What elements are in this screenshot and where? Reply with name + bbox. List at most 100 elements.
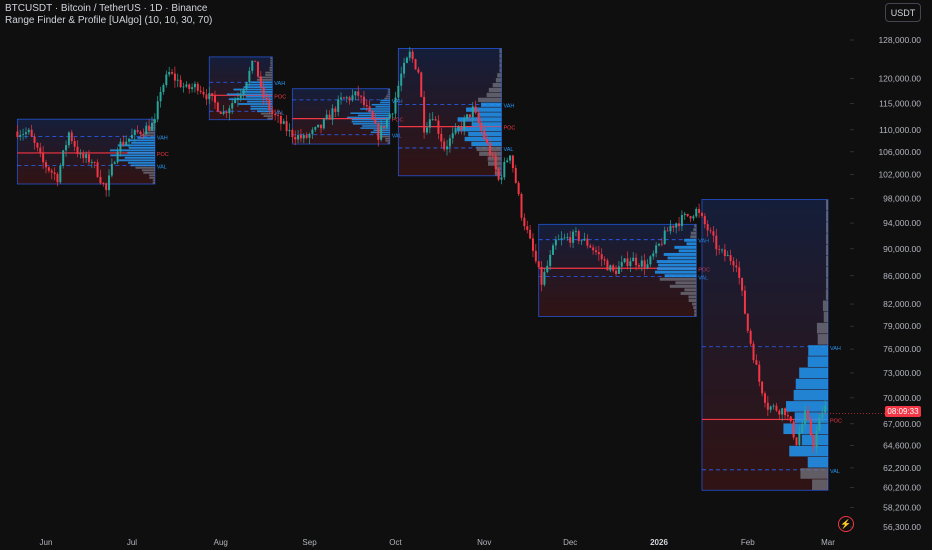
indicator-legend[interactable]: Range Finder & Profile [UAlgo] (10, 10, … <box>5 15 213 26</box>
candle-body <box>365 105 368 107</box>
candle <box>136 125 139 134</box>
candle <box>632 252 635 262</box>
candle <box>185 81 188 88</box>
profile-bin <box>270 59 273 62</box>
y-tick-label: 62,200.00 <box>883 463 921 473</box>
profile-bin <box>471 122 502 127</box>
candle <box>577 229 580 245</box>
candle-body <box>136 130 139 132</box>
candle <box>173 66 176 88</box>
candle-body <box>589 245 592 248</box>
candle <box>39 142 42 158</box>
profile-bin <box>656 260 697 264</box>
candle-body <box>623 258 626 263</box>
profile-bin <box>263 115 273 117</box>
symbol-title[interactable]: BTCUSDT · Bitcoin / TetherUS · 1D · Bina… <box>5 3 208 14</box>
candle-body <box>526 226 529 230</box>
y-tick-label: 90,000.00 <box>883 244 921 254</box>
candle-body <box>225 111 228 114</box>
candle-body <box>554 239 557 246</box>
candle <box>775 402 778 412</box>
candle-body <box>675 223 678 228</box>
candle <box>451 127 454 144</box>
candle <box>279 112 282 131</box>
profile-bin <box>807 457 828 468</box>
candle <box>314 126 317 132</box>
candle-body <box>297 135 300 140</box>
profile-bin <box>149 174 155 177</box>
candle <box>824 400 827 416</box>
candle-body <box>695 208 698 217</box>
candle <box>193 81 196 93</box>
candle <box>362 90 365 109</box>
candle-body <box>494 155 497 170</box>
profile-bin <box>379 135 390 138</box>
candle-body <box>617 266 620 274</box>
profile-bin <box>478 112 502 117</box>
candle <box>543 268 546 287</box>
candle-body <box>279 115 282 124</box>
candle-body <box>302 135 305 139</box>
profile-bin <box>245 83 273 86</box>
candle <box>795 437 798 447</box>
profile-bin <box>807 356 828 367</box>
profile-bin <box>385 140 390 142</box>
candle-body <box>431 119 434 120</box>
candle-body <box>360 95 363 97</box>
candle <box>211 93 214 102</box>
candle-body <box>646 264 649 269</box>
profile-bin <box>825 289 828 300</box>
candle-body <box>380 125 383 140</box>
candle <box>637 263 640 270</box>
currency-button[interactable]: USDT <box>885 3 921 22</box>
candle <box>285 114 288 137</box>
candle <box>698 203 701 218</box>
candle <box>342 96 345 99</box>
profile-bin <box>694 313 697 317</box>
candle <box>660 237 663 247</box>
candle-body <box>322 119 325 129</box>
candle <box>726 250 729 257</box>
candle-body <box>236 98 239 100</box>
candle-body <box>228 108 231 114</box>
profile-bin <box>269 66 273 69</box>
candle <box>122 135 125 147</box>
candle-body <box>168 72 171 75</box>
candle-body <box>488 143 491 156</box>
candle <box>19 129 22 141</box>
x-tick-label: Nov <box>477 538 491 547</box>
y-tick-label: 94,000.00 <box>883 218 921 228</box>
profile-bin <box>654 270 697 274</box>
candle <box>738 261 741 285</box>
candle-body <box>692 216 695 219</box>
profile-bin <box>228 98 273 101</box>
candle <box>99 169 102 185</box>
candle-body <box>620 262 623 267</box>
profile-bin <box>250 105 273 108</box>
candle-body <box>314 127 317 130</box>
y-tick-label: 115,000.00 <box>879 99 921 109</box>
candle <box>743 285 746 315</box>
candle <box>297 129 300 144</box>
candle <box>749 328 752 347</box>
candle-body <box>735 265 738 268</box>
candle <box>809 416 812 438</box>
candle-body <box>162 84 165 92</box>
candle <box>623 257 626 264</box>
candle-body <box>113 162 116 164</box>
profile-bin <box>381 133 390 136</box>
profile-bin <box>387 93 390 95</box>
candle <box>168 66 171 77</box>
lightning-icon[interactable]: ⚡ <box>838 516 854 532</box>
candle-body <box>24 132 27 135</box>
candle <box>440 127 443 148</box>
candle <box>148 119 151 132</box>
candle <box>615 265 618 277</box>
candle-body <box>454 128 457 134</box>
candle <box>331 104 334 126</box>
profile-bin <box>257 110 273 113</box>
candle-body <box>76 146 79 154</box>
profile-bin <box>793 389 828 401</box>
candle <box>125 135 128 146</box>
